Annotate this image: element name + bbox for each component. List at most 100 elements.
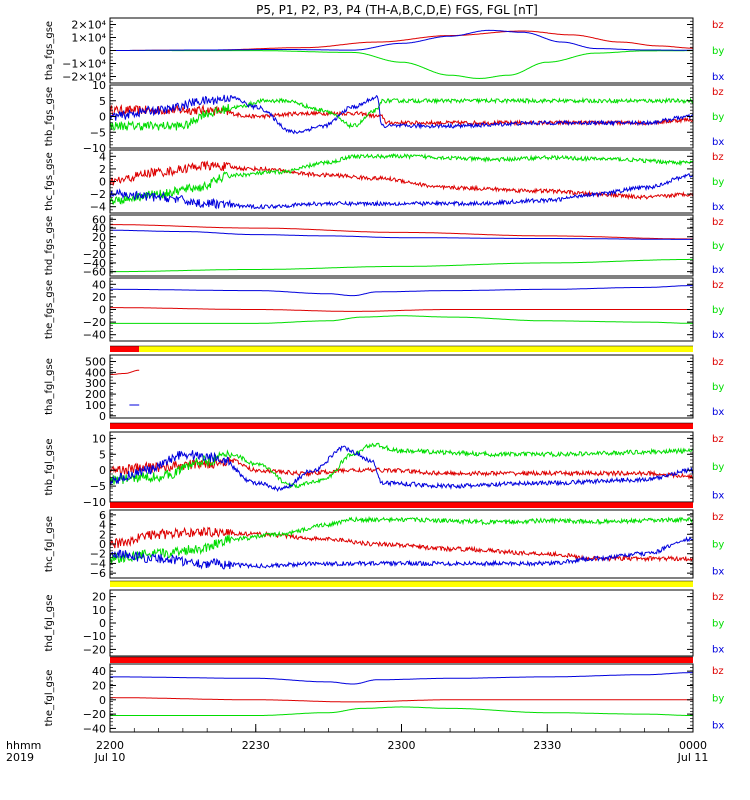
y-tick-label: −20 — [83, 248, 106, 261]
y-tick-label: 4 — [99, 519, 106, 532]
legend-bx: bx — [712, 721, 724, 732]
legend-by: by — [712, 46, 724, 57]
panel-ylabel: thb_fgl_gse — [44, 439, 55, 496]
series-line-by — [110, 258, 693, 273]
y-tick-label: 0 — [99, 694, 106, 707]
panel-thb_fgs_gse: 10 5 0 −5 −10 thb_fgs_gse bz by bx — [44, 79, 724, 155]
legend-by: by — [712, 693, 724, 704]
legend-by: by — [712, 305, 724, 316]
legend-bx: bx — [712, 645, 724, 656]
panel-ylabel: thc_fgl_gse — [44, 516, 55, 572]
flag-segment — [110, 423, 693, 429]
y-tick-label: 20 — [92, 679, 106, 692]
legend-by: by — [712, 112, 724, 123]
series-line-bz — [110, 307, 693, 312]
series-line-by — [110, 442, 693, 489]
series-line-bx — [110, 445, 693, 492]
y-tick-label: −10 — [83, 630, 106, 643]
y-tick-label: −60 — [83, 266, 106, 279]
x-tick-date: Jul 10 — [94, 751, 126, 764]
y-tick-label: 10 — [92, 432, 106, 445]
panel-ylabel: tha_fgs_gse — [44, 21, 55, 80]
series-line-bz — [110, 369, 140, 376]
panel-frame — [109, 663, 694, 733]
x-tick-label: 2230 — [242, 739, 270, 752]
series-line-bz — [110, 697, 693, 703]
panel-ylabel: thb_fgs_gse — [44, 87, 55, 146]
y-tick-label: −2 — [90, 548, 106, 561]
series-line-bx — [110, 536, 693, 570]
panel-ylabel: thd_fgs_gse — [44, 216, 55, 275]
y-tick-label: −10 — [83, 496, 106, 509]
legend-bx: bx — [712, 202, 724, 213]
x-tick-label: 0000 — [679, 739, 707, 752]
x-tick-label: 2330 — [533, 739, 561, 752]
y-tick-label: 6 — [99, 509, 106, 522]
y-tick-label: 100 — [85, 399, 106, 412]
legend-bz: bz — [712, 217, 724, 228]
y-tick-label: 400 — [85, 366, 106, 379]
legend-bx: bx — [712, 72, 724, 83]
series-line-by — [110, 515, 693, 564]
panel-ylabel: thd_fgl_gse — [44, 595, 55, 652]
legend-bz: bz — [712, 87, 724, 98]
chart-title: P5, P1, P2, P3, P4 (TH-A,B,C,D,E) FGS, F… — [256, 3, 538, 17]
legend-bz: bz — [712, 152, 724, 163]
y-tick-label: 40 — [92, 665, 106, 678]
legend-bx: bx — [712, 407, 724, 418]
legend-bz: bz — [712, 592, 724, 603]
y-tick-label: 200 — [85, 388, 106, 401]
panel-ylabel: the_fgs_gse — [44, 280, 55, 339]
panel-frame — [109, 84, 694, 149]
panel-ylabel: tha_fgl_gse — [44, 358, 55, 415]
y-tick-label: −6 — [90, 567, 106, 580]
y-tick-label: −20 — [83, 643, 106, 656]
y-tick-label: 10 — [92, 79, 106, 92]
legend-by: by — [712, 539, 724, 550]
flag-segment — [110, 346, 140, 352]
y-tick-label: 1×10⁴ — [71, 32, 106, 45]
panel-thc_fgs_gse: 420−2−4 thc_fgs_gse bz by bx — [44, 149, 724, 214]
series-line-by — [110, 153, 693, 206]
y-tick-label: 2 — [99, 528, 106, 541]
y-tick-label: 10 — [92, 604, 106, 617]
legend-bz: bz — [712, 357, 724, 368]
series-line-bz — [110, 224, 693, 240]
y-tick-label: −10 — [83, 142, 106, 155]
legend-bx: bx — [712, 137, 724, 148]
y-tick-label: 0 — [99, 45, 106, 58]
y-tick-label: 0 — [99, 240, 106, 253]
y-tick-label: 2×10⁴ — [71, 19, 106, 32]
series-line-bz — [110, 526, 693, 563]
y-tick-label: −40 — [83, 722, 106, 735]
series-line-by — [110, 96, 693, 131]
y-tick-label: 0 — [99, 464, 106, 477]
y-tick-label: 40 — [92, 278, 106, 291]
legend-bx: bx — [712, 567, 724, 578]
legend-by: by — [712, 462, 724, 473]
y-tick-label: 0 — [99, 410, 106, 423]
y-tick-label: −20 — [83, 316, 106, 329]
flag-segment — [139, 346, 693, 352]
y-tick-label: 20 — [92, 291, 106, 304]
legend-bz: bz — [712, 20, 724, 31]
series-line-bx — [110, 672, 693, 685]
legend-bz: bz — [712, 666, 724, 677]
y-tick-label: 0 — [99, 111, 106, 124]
series-line-by — [110, 706, 693, 716]
series-line-bz — [110, 160, 693, 201]
y-tick-label: 500 — [85, 356, 106, 369]
x-tick-date: Jul 11 — [677, 751, 709, 764]
y-tick-label: −5 — [90, 480, 106, 493]
series-line-bx — [110, 229, 693, 240]
legend-by: by — [712, 177, 724, 188]
y-tick-label: −5 — [90, 126, 106, 139]
panel-frame — [109, 431, 694, 503]
y-tick-label: 5 — [99, 95, 106, 108]
flag-segment — [110, 657, 693, 663]
